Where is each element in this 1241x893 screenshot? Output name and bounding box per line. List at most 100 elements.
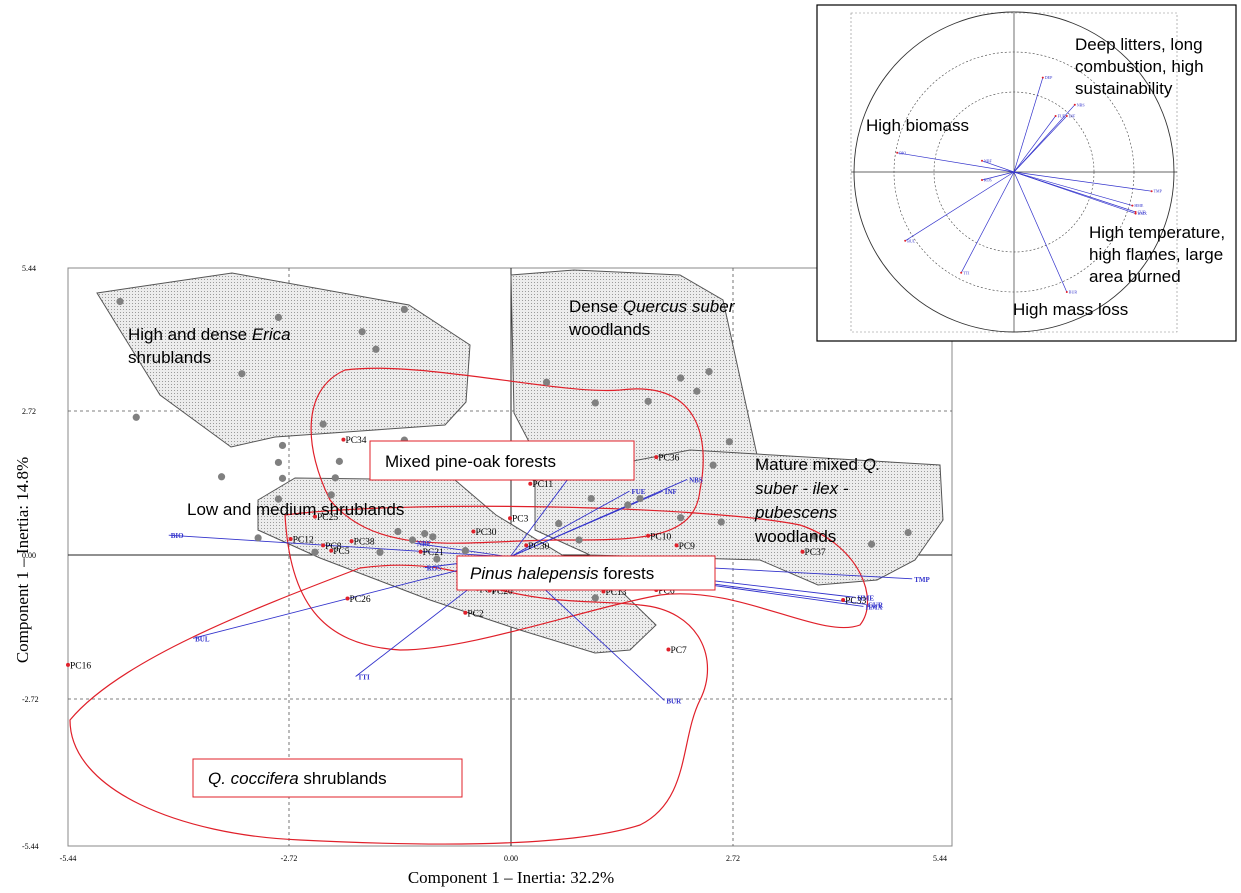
inset-vector-inf bbox=[1013, 115, 1068, 173]
point-label-pc21: PC21 bbox=[423, 548, 444, 558]
inset-vector-tip-bul bbox=[904, 239, 907, 242]
y-axis-title: Component 1 – Inertia: 14.8% bbox=[13, 457, 32, 663]
point-pc37 bbox=[800, 549, 805, 554]
point-pc30 bbox=[471, 529, 476, 534]
inset-vector-tip-tmp bbox=[1150, 190, 1153, 193]
label-erica-text-1: High and dense bbox=[128, 325, 252, 344]
point-pc25 bbox=[313, 514, 317, 519]
inset-vector-fue bbox=[1013, 115, 1056, 173]
point bbox=[705, 367, 713, 376]
point bbox=[274, 495, 283, 503]
point-label-pc8: PC8 bbox=[325, 542, 342, 552]
point bbox=[636, 494, 644, 503]
point bbox=[217, 473, 226, 481]
point-label-pc5: PC5 bbox=[333, 547, 350, 557]
point-pc7 bbox=[666, 647, 671, 652]
inset-vector-label-tti: TTI bbox=[963, 270, 970, 275]
inset-vector-tip-cur bbox=[1134, 211, 1137, 213]
point-label-pc36: PC36 bbox=[658, 454, 679, 464]
label-pinus-text-2: forests bbox=[599, 564, 655, 583]
point-label-pc12: PC12 bbox=[293, 535, 314, 545]
group-outlines bbox=[69, 367, 869, 845]
hull-erica-shrublands bbox=[96, 272, 471, 448]
point-label-pc2: PC2 bbox=[467, 609, 484, 619]
vector-label-ros: ROS bbox=[427, 565, 442, 573]
point-pc34 bbox=[341, 437, 346, 442]
inset-vector-label-bur: BUR bbox=[1069, 290, 1078, 295]
point-label-pc26: PC26 bbox=[350, 595, 371, 605]
point bbox=[116, 297, 124, 306]
point-label-pc30: PC30 bbox=[475, 528, 496, 538]
label-mature-line4: woodlands bbox=[754, 527, 836, 546]
point bbox=[811, 532, 819, 540]
label-suber-line2: woodlands bbox=[568, 320, 650, 339]
point-pc9 bbox=[674, 543, 679, 548]
vector-label-inf: INF bbox=[665, 488, 677, 496]
label-mature-line2: suber - ilex - bbox=[755, 479, 849, 498]
inset-vector-tip-hmx bbox=[1134, 212, 1137, 215]
point bbox=[238, 370, 246, 378]
point bbox=[542, 378, 551, 386]
inset-label-deep-2: combustion, high bbox=[1075, 57, 1204, 76]
inset-vector-label-bul: BUL bbox=[907, 238, 916, 243]
inset-label-deep-3: sustainability bbox=[1075, 79, 1173, 98]
inset-vector-tip-dep bbox=[1041, 76, 1044, 79]
y-tick-5.44: 5.44 bbox=[22, 264, 36, 273]
label-mature-line1: Mature mixed Q. bbox=[755, 455, 881, 474]
x-tick-neg-2.72: -2.72 bbox=[281, 854, 298, 863]
point-pc11 bbox=[528, 481, 533, 486]
label-mature-text-1: Mature mixed bbox=[755, 455, 863, 474]
inset-vector-tti bbox=[960, 171, 1015, 273]
point bbox=[587, 494, 595, 503]
vector-label-tmp: TMP bbox=[914, 576, 930, 584]
point bbox=[319, 420, 327, 428]
point bbox=[278, 441, 287, 450]
x-tick-neg-5.44: -5.44 bbox=[60, 854, 77, 863]
point-label-pc38: PC38 bbox=[354, 538, 375, 548]
vector-label-bio: BIO bbox=[171, 532, 184, 540]
label-mature-line3: pubescens bbox=[754, 503, 838, 522]
y-tick-neg-5.44: -5.44 bbox=[22, 842, 39, 851]
inset-vector-label-fue: FUE bbox=[1058, 114, 1066, 119]
inset-vector-tip-bur bbox=[1065, 291, 1068, 293]
point-label-pc30: PC30 bbox=[528, 542, 549, 552]
inset-vector-tip-hme bbox=[1131, 204, 1134, 207]
vector-fue bbox=[509, 490, 630, 558]
box-mixed bbox=[369, 440, 635, 481]
inset-vector-label-nbf: NBF bbox=[984, 158, 993, 163]
x-tick-5.44: 5.44 bbox=[933, 854, 947, 863]
label-erica-line2: shrublands bbox=[128, 348, 211, 367]
label-mixed: Mixed pine-oak forests bbox=[385, 452, 556, 471]
point-label-pc11: PC11 bbox=[532, 480, 553, 490]
point-label-pc10: PC10 bbox=[650, 532, 671, 542]
point bbox=[591, 594, 599, 602]
point bbox=[278, 474, 287, 482]
point bbox=[644, 397, 652, 405]
vector-label-nbf: NBF bbox=[417, 540, 431, 548]
label-coccifera-text-1: Q. coccifera bbox=[208, 769, 299, 788]
inset-vector-label-nbs: NBS bbox=[1077, 102, 1085, 107]
point-pc36 bbox=[654, 455, 659, 460]
inset-vector-label-hme: HME bbox=[1134, 203, 1143, 208]
point bbox=[591, 399, 599, 407]
point bbox=[709, 461, 717, 469]
inset-vector-tip-inf bbox=[1065, 115, 1068, 117]
point-label-pc33: PC33 bbox=[845, 597, 866, 607]
point-label-pc20: PC20 bbox=[492, 587, 513, 597]
point-pc8 bbox=[321, 543, 326, 548]
vector-label-nbs: NBS bbox=[689, 476, 703, 484]
vector-label-bul: BUL bbox=[195, 635, 210, 643]
point bbox=[555, 519, 563, 528]
inset-vector-tmp bbox=[1013, 171, 1152, 192]
y-tick-0: 0.00 bbox=[22, 551, 36, 560]
point-pc3 bbox=[508, 516, 512, 521]
label-pinus: Pinus halepensis forests bbox=[470, 564, 654, 583]
inset-vector-hmx bbox=[1013, 171, 1136, 214]
outline-mixed-pine-oak bbox=[310, 367, 704, 544]
point-pc10 bbox=[646, 533, 651, 538]
y-tick-neg-2.72: -2.72 bbox=[22, 695, 39, 704]
inset-vector-bio bbox=[897, 152, 1015, 173]
x-tick-0: 0.00 bbox=[504, 854, 518, 863]
